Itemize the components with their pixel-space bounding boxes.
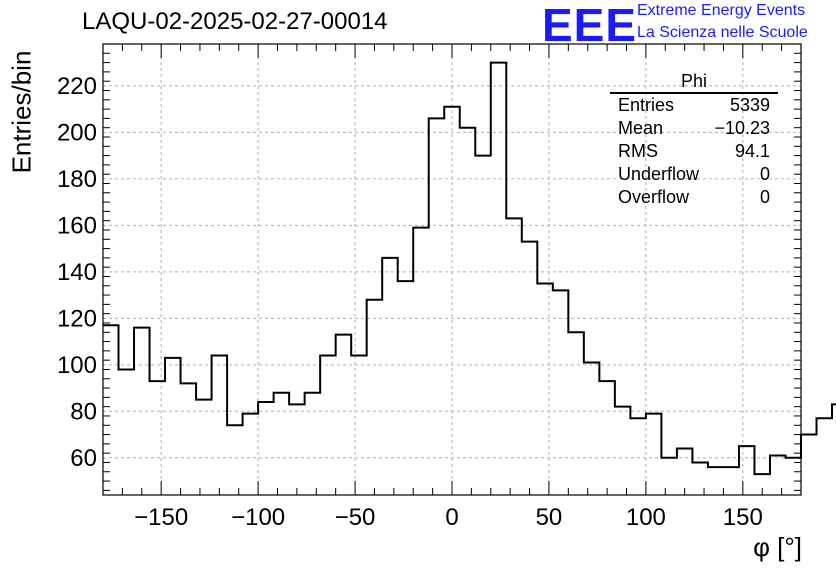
- histogram-bin: [522, 242, 538, 495]
- logo-line-2: La Scienza nelle Scuole: [637, 24, 808, 41]
- stats-row-overflow: Overflow 0: [610, 186, 778, 209]
- histogram-bin: [506, 218, 522, 495]
- y-tick-label: 220: [57, 73, 97, 100]
- y-tick-label: 80: [70, 398, 97, 425]
- histogram-layer: [103, 61, 836, 495]
- histogram-bin: [150, 381, 166, 495]
- stats-value: 0: [759, 187, 770, 207]
- x-tick-label: 150: [723, 504, 763, 531]
- histogram-bin: [398, 281, 414, 495]
- histogram-bin: [258, 402, 274, 495]
- histogram-bin: [460, 128, 476, 495]
- histogram-bin: [832, 404, 836, 495]
- histogram-bin: [801, 435, 817, 495]
- x-tick-label: −150: [134, 504, 188, 531]
- stats-value: 5339: [729, 95, 770, 115]
- y-tick-label: 60: [70, 445, 97, 472]
- histogram-bin: [584, 362, 600, 495]
- histogram-bin: [817, 418, 833, 495]
- histogram-bin: [599, 381, 615, 495]
- x-tick-label: −100: [231, 504, 285, 531]
- y-tick-label: 120: [57, 305, 97, 332]
- histogram-bin: [165, 358, 181, 495]
- histogram-bin: [646, 414, 662, 495]
- histogram-bin: [475, 156, 491, 495]
- histogram-outline: [103, 61, 836, 476]
- histogram-bin: [537, 283, 553, 495]
- histogram-bin: [413, 228, 429, 495]
- axis-layer: −150 −100 −50 0 50 100 150 60 80 100 120 140 160 180 2…: [57, 43, 802, 531]
- histogram-bin: [708, 467, 724, 495]
- histogram-bin: [444, 107, 460, 495]
- chart-title: LAQU-02-2025-02-27-00014: [82, 8, 388, 35]
- histogram-bin: [274, 393, 290, 495]
- y-tick-label: 100: [57, 352, 97, 379]
- stats-value: 94.1: [734, 141, 770, 161]
- y-tick-label: 200: [57, 119, 97, 146]
- histogram-bin: [336, 335, 352, 495]
- histogram-bin: [382, 258, 398, 495]
- stats-value: −10.23: [714, 118, 770, 138]
- logo-line-1: Extreme Energy Events: [637, 2, 806, 19]
- histogram-bin: [723, 467, 739, 495]
- histogram-bin: [568, 332, 584, 495]
- histogram-bin: [615, 407, 631, 495]
- histogram-bin: [227, 425, 243, 495]
- y-tick-label: 140: [57, 259, 97, 286]
- histogram-bin: [553, 290, 569, 495]
- histogram-bin: [770, 455, 786, 495]
- histogram-bin: [692, 462, 708, 495]
- stats-row-rms: RMS 94.1: [610, 140, 778, 163]
- x-tick-label: 0: [445, 504, 458, 531]
- histogram-bin: [134, 328, 150, 495]
- stats-label: Overflow: [618, 187, 690, 207]
- stats-value: 0: [759, 164, 770, 184]
- histogram-bin: [630, 418, 646, 495]
- histogram-bin: [367, 300, 383, 495]
- histogram-bin: [196, 400, 212, 495]
- x-axis-label: φ [°]: [753, 532, 802, 562]
- histogram-bin: [289, 404, 305, 495]
- x-tick-label: 100: [626, 504, 666, 531]
- grid-layer: [103, 44, 801, 495]
- histogram-bin: [305, 393, 321, 495]
- stats-label: Underflow: [618, 164, 700, 184]
- stats-row-entries: Entries 5339: [610, 94, 778, 117]
- stats-row-mean: Mean −10.23: [610, 117, 778, 140]
- histogram-bin: [320, 356, 336, 495]
- histogram-bin: [351, 356, 367, 495]
- stats-label: RMS: [618, 141, 658, 161]
- histogram-bin: [243, 414, 259, 495]
- stats-title: Phi: [610, 70, 778, 94]
- stats-row-underflow: Underflow 0: [610, 163, 778, 186]
- histogram-bin: [739, 446, 755, 495]
- stats-label: Entries: [618, 95, 675, 115]
- stats-box: Phi Entries 5339 Mean −10.23 RMS 94.1 Un…: [610, 70, 778, 209]
- histogram-bin: [429, 118, 445, 495]
- stats-label: Mean: [618, 118, 664, 138]
- histogram-bin: [212, 356, 228, 495]
- histogram-bin: [119, 369, 135, 495]
- histogram-bin: [785, 458, 801, 495]
- y-axis-label: Entries/bin: [6, 50, 37, 174]
- y-tick-label: 180: [57, 166, 97, 193]
- x-tick-label: −50: [335, 504, 376, 531]
- histogram-bin: [181, 383, 197, 495]
- x-tick-label: 50: [536, 504, 563, 531]
- histogram-bin: [661, 458, 677, 495]
- y-tick-label: 160: [57, 212, 97, 239]
- histogram-bin: [491, 63, 507, 495]
- eee-logo: EEE: [542, 0, 638, 51]
